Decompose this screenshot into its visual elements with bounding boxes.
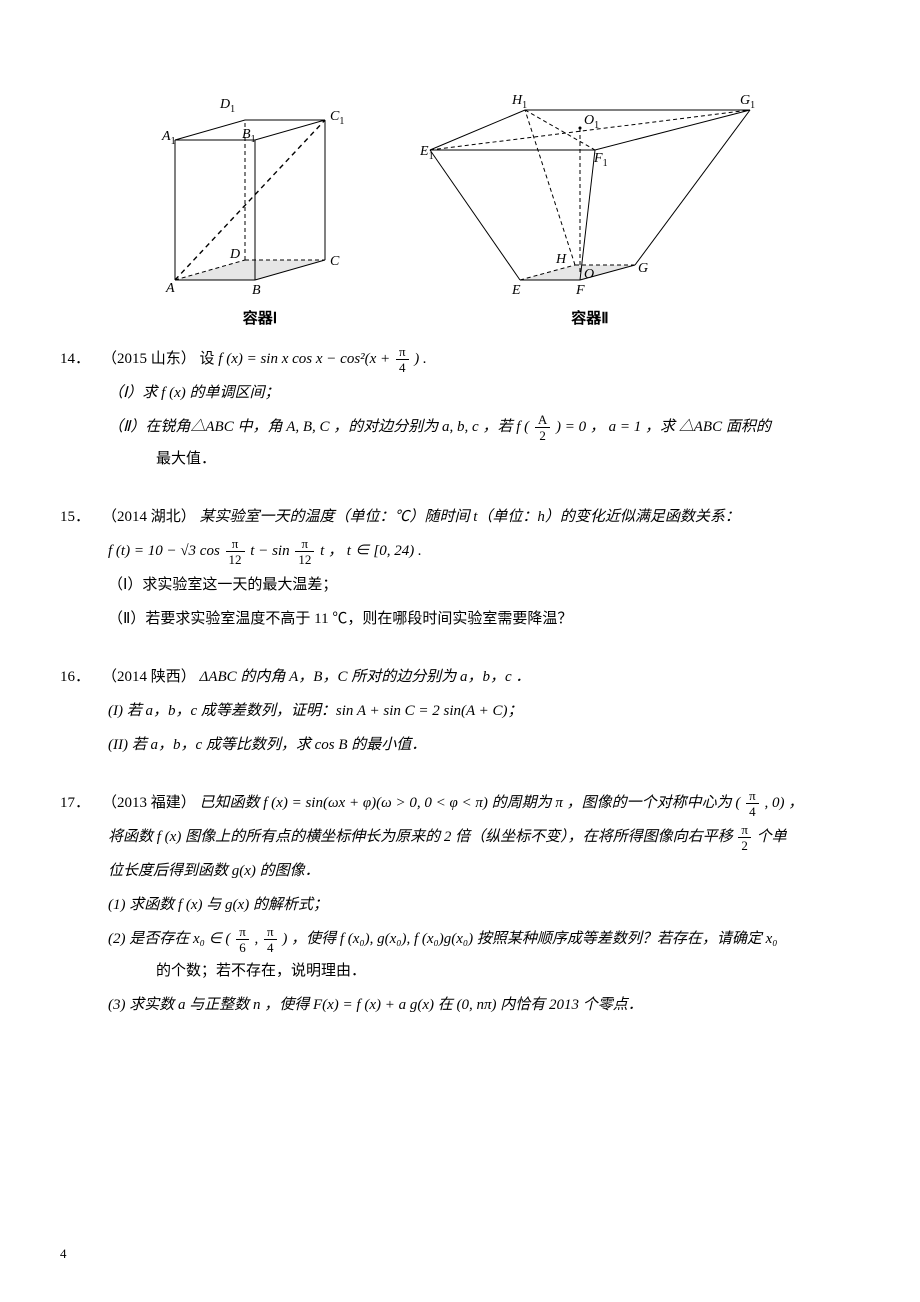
svg-text:E: E <box>511 283 521 298</box>
problem-14: 14． （2015 山东） 设 f (x) = sin x cos x − co… <box>60 344 860 474</box>
p14-sub2c: 最大值． <box>156 444 860 474</box>
svg-text:A: A <box>165 281 175 296</box>
p17-stem: （2013 福建） 已知函数 f (x) = sin(ωx + φ)(ω > 0… <box>102 788 860 818</box>
p14-pre: 设 <box>200 351 219 367</box>
svg-text:B: B <box>252 283 261 298</box>
p15-sub1: （Ⅰ）求实验室这一天的最大温差； <box>108 570 860 600</box>
problem-15: 15． （2014 湖北） 某实验室一天的温度（单位：℃）随时间 t（单位：h）… <box>60 502 860 634</box>
svg-text:G: G <box>638 261 648 276</box>
p14-src: （2015 山东） <box>102 351 196 367</box>
p17-number: 17． <box>60 788 102 818</box>
p17-sub1: (1) 求函数 f (x) 与 g(x) 的解析式； <box>108 890 860 920</box>
p17-sub3: (3) 求实数 a 与正整数 n ，使得 F(x) = f (x) + a g(… <box>108 990 860 1020</box>
figure-2: E F G H O E1 F1 G1 H1 O1 容器Ⅱ <box>420 80 760 328</box>
p15-line2: f (t) = 10 − √3 cos π 12 t − sin π 12 t … <box>108 536 860 566</box>
p17-sub2: (2) 是否存在 x₀ ∈ ( π 6 , π 4 ) ，使得 f (x₀), … <box>108 924 860 954</box>
p14-sub1: （Ⅰ）求 f (x) 的单调区间； <box>108 378 860 408</box>
p15-sub2: （Ⅱ）若要求实验室温度不高于 11 ℃，则在哪段时间实验室需要降温？ <box>108 604 860 634</box>
p14-post: ) . <box>414 351 427 367</box>
frustum-svg: E F G H O E1 F1 G1 H1 O1 <box>420 80 760 300</box>
page-number: 4 <box>60 1246 67 1262</box>
page: A B C D A1 B1 C1 D1 容器Ⅰ <box>0 0 920 1302</box>
p17-line3: 位长度后得到函数 g(x) 的图像． <box>108 856 860 886</box>
p16-stem: （2014 陕西） ΔABC 的内角 A，B，C 所对的边分别为 a，b，c ． <box>102 662 860 692</box>
problem-16: 16． （2014 陕西） ΔABC 的内角 A，B，C 所对的边分别为 a，b… <box>60 662 860 760</box>
p14-fn: f (x) = sin x cos x − cos²(x + <box>218 351 394 367</box>
p15-number: 15． <box>60 502 102 532</box>
svg-text:A1: A1 <box>161 129 176 147</box>
figure-1-caption: 容器Ⅰ <box>160 307 360 328</box>
p17-line2: 将函数 f (x) 图像上的所有点的横坐标伸长为原来的 2 倍（纵坐标不变），在… <box>108 822 860 852</box>
problem-17: 17． （2013 福建） 已知函数 f (x) = sin(ωx + φ)(ω… <box>60 788 860 1020</box>
p14-frac: π 4 <box>396 345 409 374</box>
figure-1: A B C D A1 B1 C1 D1 容器Ⅰ <box>160 80 360 328</box>
svg-text:C1: C1 <box>330 109 344 127</box>
svg-text:F: F <box>575 283 585 298</box>
p16-sub2: (II) 若 a，b，c 成等比数列，求 cos B 的最小值． <box>108 730 860 760</box>
svg-text:D: D <box>229 247 240 262</box>
svg-text:C: C <box>330 254 340 269</box>
p14-number: 14． <box>60 344 102 374</box>
prism-svg: A B C D A1 B1 C1 D1 <box>160 80 360 300</box>
svg-text:O1: O1 <box>584 113 599 131</box>
p16-sub1: (I) 若 a，b，c 成等差数列，证明：sin A + sin C = 2 s… <box>108 696 860 726</box>
svg-text:H: H <box>555 252 567 267</box>
svg-text:O: O <box>584 267 594 282</box>
svg-text:E1: E1 <box>420 144 434 162</box>
p14-sub2: （Ⅱ）在锐角△ABC 中，角 A, B, C ，的对边分别为 a, b, c ，… <box>108 412 860 442</box>
figures-row: A B C D A1 B1 C1 D1 容器Ⅰ <box>60 80 860 328</box>
figure-2-caption: 容器Ⅱ <box>420 307 760 328</box>
svg-text:B1: B1 <box>242 127 256 145</box>
p14-stem: （2015 山东） 设 f (x) = sin x cos x − cos²(x… <box>102 344 860 374</box>
svg-text:D1: D1 <box>219 97 235 115</box>
svg-text:G1: G1 <box>740 93 755 111</box>
svg-text:H1: H1 <box>511 93 527 111</box>
svg-text:F1: F1 <box>593 151 608 169</box>
p16-number: 16． <box>60 662 102 692</box>
p15-stem: （2014 湖北） 某实验室一天的温度（单位：℃）随时间 t（单位：h）的变化近… <box>102 502 860 532</box>
p17-sub2c: 的个数；若不存在，说明理由． <box>156 956 860 986</box>
